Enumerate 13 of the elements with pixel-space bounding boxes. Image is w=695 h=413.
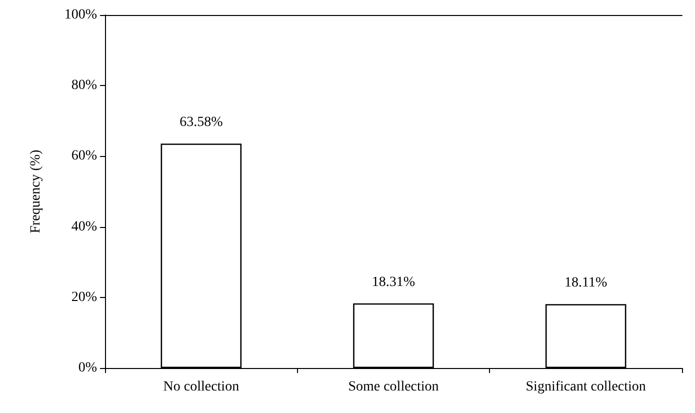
- data-label: 18.31%: [372, 274, 416, 290]
- x-tick-label: No collection: [163, 380, 240, 394]
- y-tick-label: 60%: [71, 148, 98, 164]
- y-tick-label: 20%: [71, 290, 98, 305]
- x-tick-label: Some collection: [348, 380, 439, 394]
- data-label: 63.58%: [180, 115, 224, 130]
- y-axis-title: Frequency (%): [28, 149, 44, 234]
- y-tick-label: 80%: [71, 78, 98, 94]
- data-label: 18.11%: [564, 276, 608, 291]
- y-tick-label: 40%: [71, 219, 98, 234]
- y-tick-label: 100%: [64, 8, 98, 22]
- x-tick-label: Significant collection: [526, 380, 646, 394]
- y-tick-label: 0%: [78, 360, 98, 376]
